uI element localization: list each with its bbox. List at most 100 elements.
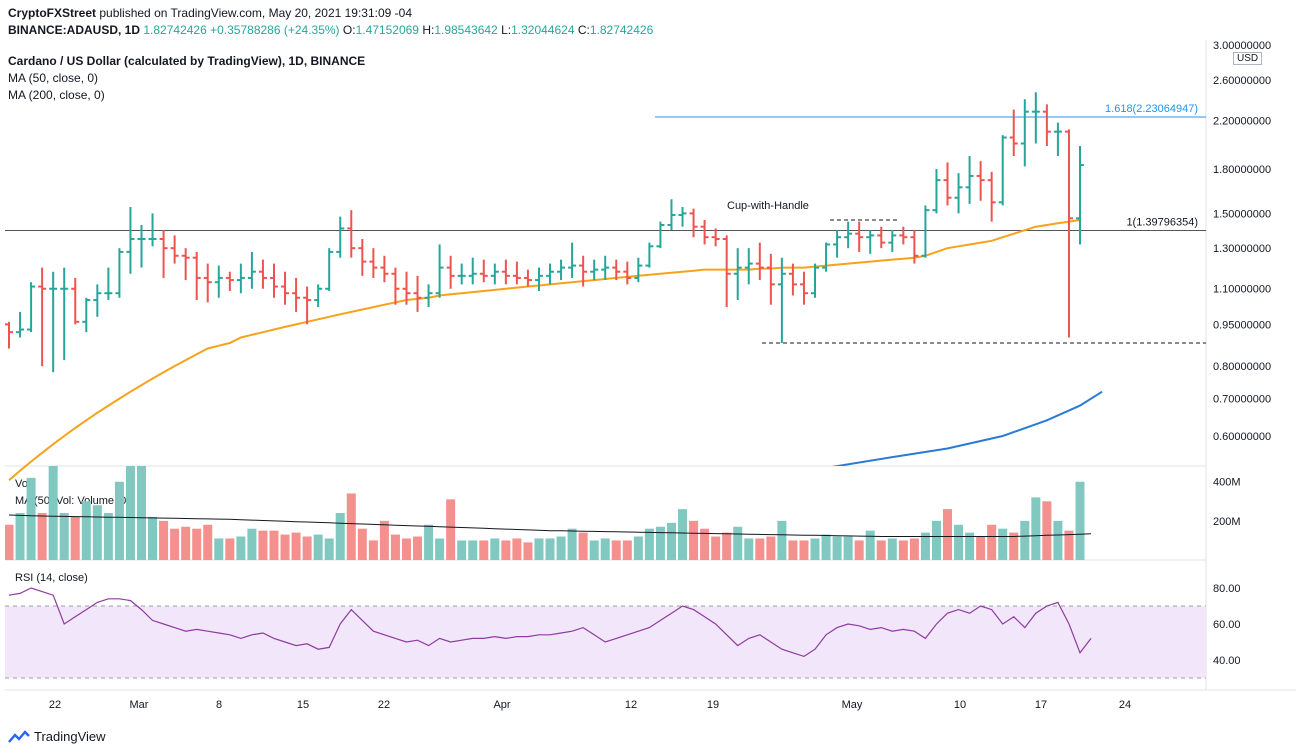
ohlc-bar xyxy=(733,248,742,301)
price-tick-label: 0.95000000 xyxy=(1213,319,1271,331)
ohlc-bar xyxy=(788,263,797,296)
volume-bar xyxy=(755,538,765,560)
price-tick-label: 1.30000000 xyxy=(1213,243,1271,255)
ohlc-bar xyxy=(899,226,908,245)
ohlc-bar xyxy=(579,255,588,287)
volume-bar xyxy=(711,536,721,560)
rsi-tick-label: 40.00 xyxy=(1213,655,1241,667)
price-tick-label: 3.00000000 xyxy=(1213,40,1271,52)
ohlc-bar xyxy=(722,235,731,308)
time-tick-label: Apr xyxy=(493,699,510,711)
close-label: C: xyxy=(577,23,590,37)
currency-label: USD xyxy=(1233,52,1263,65)
ohlc-bar xyxy=(269,263,278,298)
volume-bar xyxy=(269,530,279,560)
ohlc-bar xyxy=(314,284,323,308)
high-value: 1.98543642 xyxy=(434,23,498,37)
price-tick-label: 0.60000000 xyxy=(1213,431,1271,443)
ohlc-bar xyxy=(281,271,290,305)
volume-bar xyxy=(931,520,941,560)
open-value: 1.47152069 xyxy=(355,23,419,37)
ohlc-bar xyxy=(435,244,444,298)
ohlc-bar xyxy=(844,221,853,249)
ohlc-bar xyxy=(170,235,179,264)
last-price: 1.82742426 xyxy=(143,23,207,37)
volume-bar xyxy=(103,513,113,560)
volume-bar xyxy=(70,516,80,560)
ohlc-bar xyxy=(855,221,864,252)
volume-bar xyxy=(678,509,688,560)
volume-bar xyxy=(357,528,367,560)
ohlc-bar xyxy=(921,205,930,258)
ohlc-bar xyxy=(292,277,301,312)
price-tick-label: 0.80000000 xyxy=(1213,361,1271,373)
ohlc-bar xyxy=(866,230,875,254)
ohlc-bar xyxy=(391,267,400,305)
ohlc-bar xyxy=(777,257,786,343)
fib-1618-label: 1.618(2.23064947) xyxy=(1105,103,1198,115)
ohlc-bar xyxy=(49,271,58,373)
volume-bar xyxy=(435,538,445,560)
ohlc-bar xyxy=(490,263,499,285)
ohlc-bar xyxy=(811,263,820,298)
volume-bar xyxy=(92,505,102,560)
ohlc-bar xyxy=(689,208,698,238)
volume-bar xyxy=(15,513,25,560)
ohlc-bar xyxy=(557,259,566,281)
ma200-line xyxy=(831,390,1103,466)
ohlc-bar xyxy=(93,284,102,317)
volume-bar xyxy=(114,481,124,560)
ohlc-bar xyxy=(744,248,753,285)
ma50-legend: MA (50, close, 0) xyxy=(8,71,99,85)
volume-bar xyxy=(5,524,14,560)
ohlc-bar xyxy=(424,284,433,308)
volume-bar xyxy=(291,532,301,560)
volume-bar xyxy=(810,538,820,560)
ohlc-bar xyxy=(203,263,212,303)
volume-bar xyxy=(998,528,1008,560)
volume-bar xyxy=(633,536,643,560)
ohlc-bar xyxy=(71,277,80,325)
volume-bar xyxy=(424,524,434,560)
price-tick-label: 1.50000000 xyxy=(1213,208,1271,220)
ohlc-bar xyxy=(546,263,555,285)
time-tick-label: 17 xyxy=(1035,699,1047,711)
price-tick-label: 0.70000000 xyxy=(1213,394,1271,406)
volume-bar xyxy=(1042,501,1052,560)
ohlc-bar xyxy=(667,199,676,231)
ohlc-bar xyxy=(457,263,466,285)
volume-bar xyxy=(832,536,842,560)
volume-bar xyxy=(401,538,411,560)
tradingview-logo-icon xyxy=(8,729,30,743)
volume-bar xyxy=(335,513,345,560)
ohlc-bar xyxy=(181,248,190,281)
ohlc-bar xyxy=(336,216,345,258)
volume-bar xyxy=(490,538,500,560)
chart-title: Cardano / US Dollar (calculated by Tradi… xyxy=(8,54,366,68)
ohlc-bar xyxy=(1053,122,1062,156)
volume-bar xyxy=(1075,481,1085,560)
volume-bar xyxy=(854,540,864,560)
ohlc-bar xyxy=(159,230,168,278)
volume-bar xyxy=(390,534,400,560)
volume-bar xyxy=(59,513,69,560)
publisher-line: CryptoFXStreet published on TradingView.… xyxy=(8,5,412,21)
volume-bar xyxy=(965,532,975,560)
ohlc-bar xyxy=(369,248,378,278)
close-value: 1.82742426 xyxy=(589,23,654,37)
volume-bar xyxy=(48,466,58,560)
ohlc-bar xyxy=(303,286,312,325)
ohlc-bar xyxy=(877,226,886,249)
publisher-name: CryptoFXStreet xyxy=(8,6,97,20)
volume-bar xyxy=(192,528,202,560)
volume-bar xyxy=(578,532,588,560)
volume-bar xyxy=(887,538,897,560)
rsi-line xyxy=(8,587,1092,658)
volume-bar xyxy=(799,540,809,560)
ohlc-bar xyxy=(214,265,223,298)
volume-bar xyxy=(457,540,467,560)
cup-with-handle-label: Cup-with-Handle xyxy=(727,200,809,212)
high-label: H: xyxy=(422,23,435,37)
price-tick-label: 1.10000000 xyxy=(1213,284,1271,296)
